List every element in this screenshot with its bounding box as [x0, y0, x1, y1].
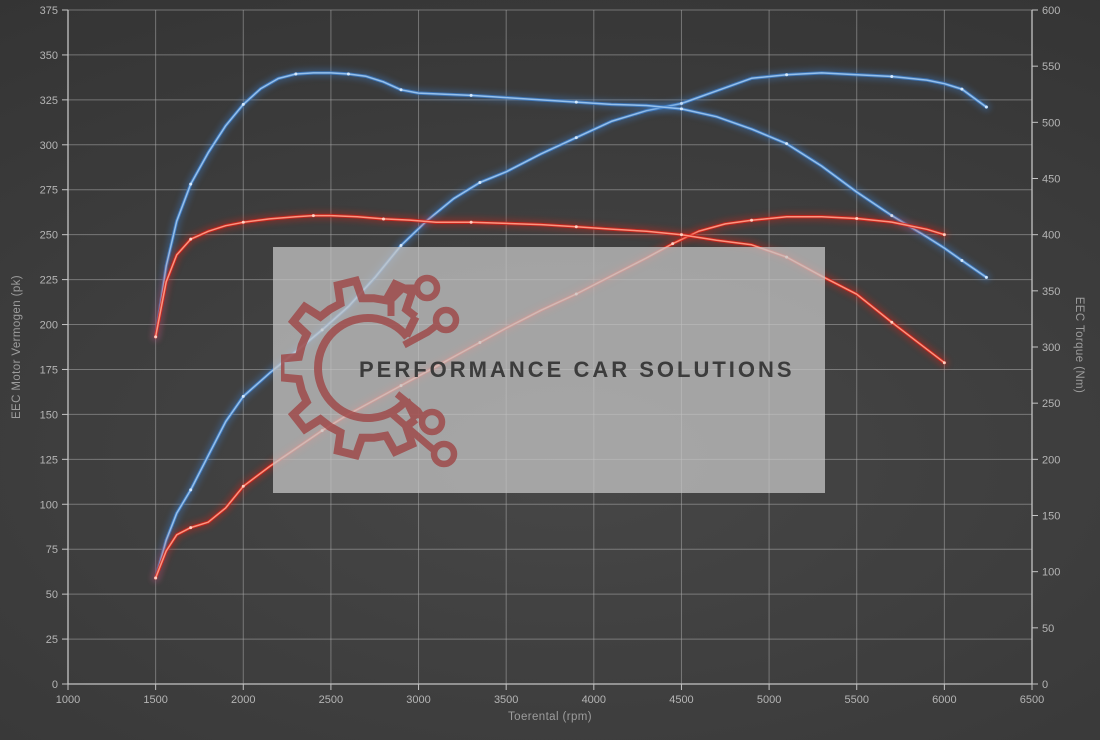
torque-red-point — [311, 214, 315, 218]
left-tick-label: 325 — [40, 95, 58, 107]
left-tick-label: 300 — [40, 140, 58, 152]
watermark-text: PERFORMANCE CAR SOLUTIONS — [359, 357, 795, 382]
x-tick-label: 2500 — [319, 694, 343, 706]
x-tick-label: 6000 — [932, 694, 956, 706]
left-tick-label: 175 — [40, 364, 58, 376]
torque-blue-point — [189, 182, 193, 186]
left-tick-label: 250 — [40, 230, 58, 242]
torque-blue-point — [960, 259, 964, 263]
x-tick-label: 4000 — [582, 694, 606, 706]
torque-blue-point — [346, 72, 350, 76]
vermogen-blue-point — [241, 394, 245, 398]
right-tick-label: 0 — [1042, 679, 1048, 691]
torque-red-point — [469, 220, 473, 224]
right-tick-label: 200 — [1042, 454, 1060, 466]
left-tick-label: 200 — [40, 320, 58, 332]
vermogen-red-point — [855, 216, 859, 220]
axes — [62, 9, 1038, 690]
torque-red-point — [679, 233, 683, 237]
x-tick-label: 1500 — [143, 694, 167, 706]
x-tick-label: 2000 — [231, 694, 255, 706]
gear-edge — [402, 315, 420, 338]
gear-circuit-logo-icon — [281, 274, 460, 468]
vermogen-red-point — [189, 526, 193, 530]
vermogen-red-point — [942, 233, 946, 237]
torque-blue-point — [469, 93, 473, 97]
vermogen-blue-point — [679, 101, 683, 105]
torque-red-point — [574, 225, 578, 229]
x-tick-label: 3000 — [406, 694, 430, 706]
torque-blue-point — [984, 275, 988, 279]
right-tick-label: 400 — [1042, 230, 1060, 242]
left-tick-label: 50 — [46, 589, 58, 601]
x-tick-label: 3500 — [494, 694, 518, 706]
torque-blue-point — [679, 107, 683, 111]
right-tick-label: 550 — [1042, 61, 1060, 73]
left-tick-label: 125 — [40, 454, 58, 466]
vermogen-blue-point — [960, 87, 964, 91]
vermogen-blue-point — [785, 73, 789, 77]
vermogen-red-point — [750, 218, 754, 222]
left-tick-label: 25 — [46, 634, 58, 646]
gear-outline — [281, 276, 419, 460]
left-tick-label: 150 — [40, 409, 58, 421]
torque-blue-point — [574, 100, 578, 104]
circuit-node — [418, 408, 446, 436]
vermogen-blue-point — [399, 243, 403, 247]
torque-red-point — [154, 335, 158, 339]
torque-blue-point — [294, 72, 298, 76]
torque-red-point — [942, 361, 946, 365]
torque-red-point — [189, 237, 193, 241]
vermogen-blue-point — [984, 105, 988, 109]
x-tick-label: 4500 — [669, 694, 693, 706]
circuit-trace — [402, 322, 440, 349]
right-tick-label: 450 — [1042, 174, 1060, 186]
right-tick-label: 500 — [1042, 117, 1060, 129]
right-tick-label: 350 — [1042, 286, 1060, 298]
right-tick-label: 100 — [1042, 567, 1060, 579]
vermogen-blue-point — [574, 136, 578, 140]
vermogen-blue-core — [154, 72, 988, 579]
left-tick-label: 225 — [40, 275, 58, 287]
left-tick-label: 350 — [40, 50, 58, 62]
vermogen-blue-point — [890, 75, 894, 79]
circuit-trace — [387, 284, 416, 316]
x-tick-label: 5000 — [757, 694, 781, 706]
vermogen-red-point — [671, 242, 675, 246]
torque-blue-point — [241, 102, 245, 106]
x-tick-label: 5500 — [844, 694, 868, 706]
vermogen-blue-point — [189, 488, 193, 492]
left-tick-label: 100 — [40, 499, 58, 511]
right-tick-label: 600 — [1042, 5, 1060, 17]
torque-red-point — [241, 220, 245, 224]
torque-blue-point — [399, 88, 403, 92]
circuit-node — [432, 306, 460, 334]
vermogen-blue-point — [478, 181, 482, 185]
left-tick-label: 75 — [46, 544, 58, 556]
right-tick-label: 300 — [1042, 342, 1060, 354]
left-tick-label: 0 — [52, 679, 58, 691]
gear-inner-arc — [314, 314, 411, 422]
circuit-node — [413, 274, 441, 302]
right-tick-label: 50 — [1042, 623, 1054, 635]
torque-blue-point — [785, 142, 789, 146]
torque-blue-core — [154, 72, 988, 338]
torque-red-point — [381, 217, 385, 221]
circuit-node — [430, 440, 458, 468]
torque-blue-point — [890, 214, 894, 218]
right-tick-label: 150 — [1042, 511, 1060, 523]
x-tick-label: 1000 — [56, 694, 80, 706]
tick-labels: 0 25 50 75 100 125 150 175 200 225 250 275 300 325 350… — [40, 5, 1061, 706]
left-tick-label: 275 — [40, 185, 58, 197]
right-tick-label: 250 — [1042, 398, 1060, 410]
vermogen-red-point — [154, 576, 158, 580]
torque-red-point — [890, 320, 894, 324]
vermogen-red-point — [241, 484, 245, 488]
left-tick-label: 375 — [40, 5, 58, 17]
x-tick-label: 6500 — [1020, 694, 1044, 706]
watermark: PERFORMANCE CAR SOLUTIONS — [273, 247, 825, 493]
